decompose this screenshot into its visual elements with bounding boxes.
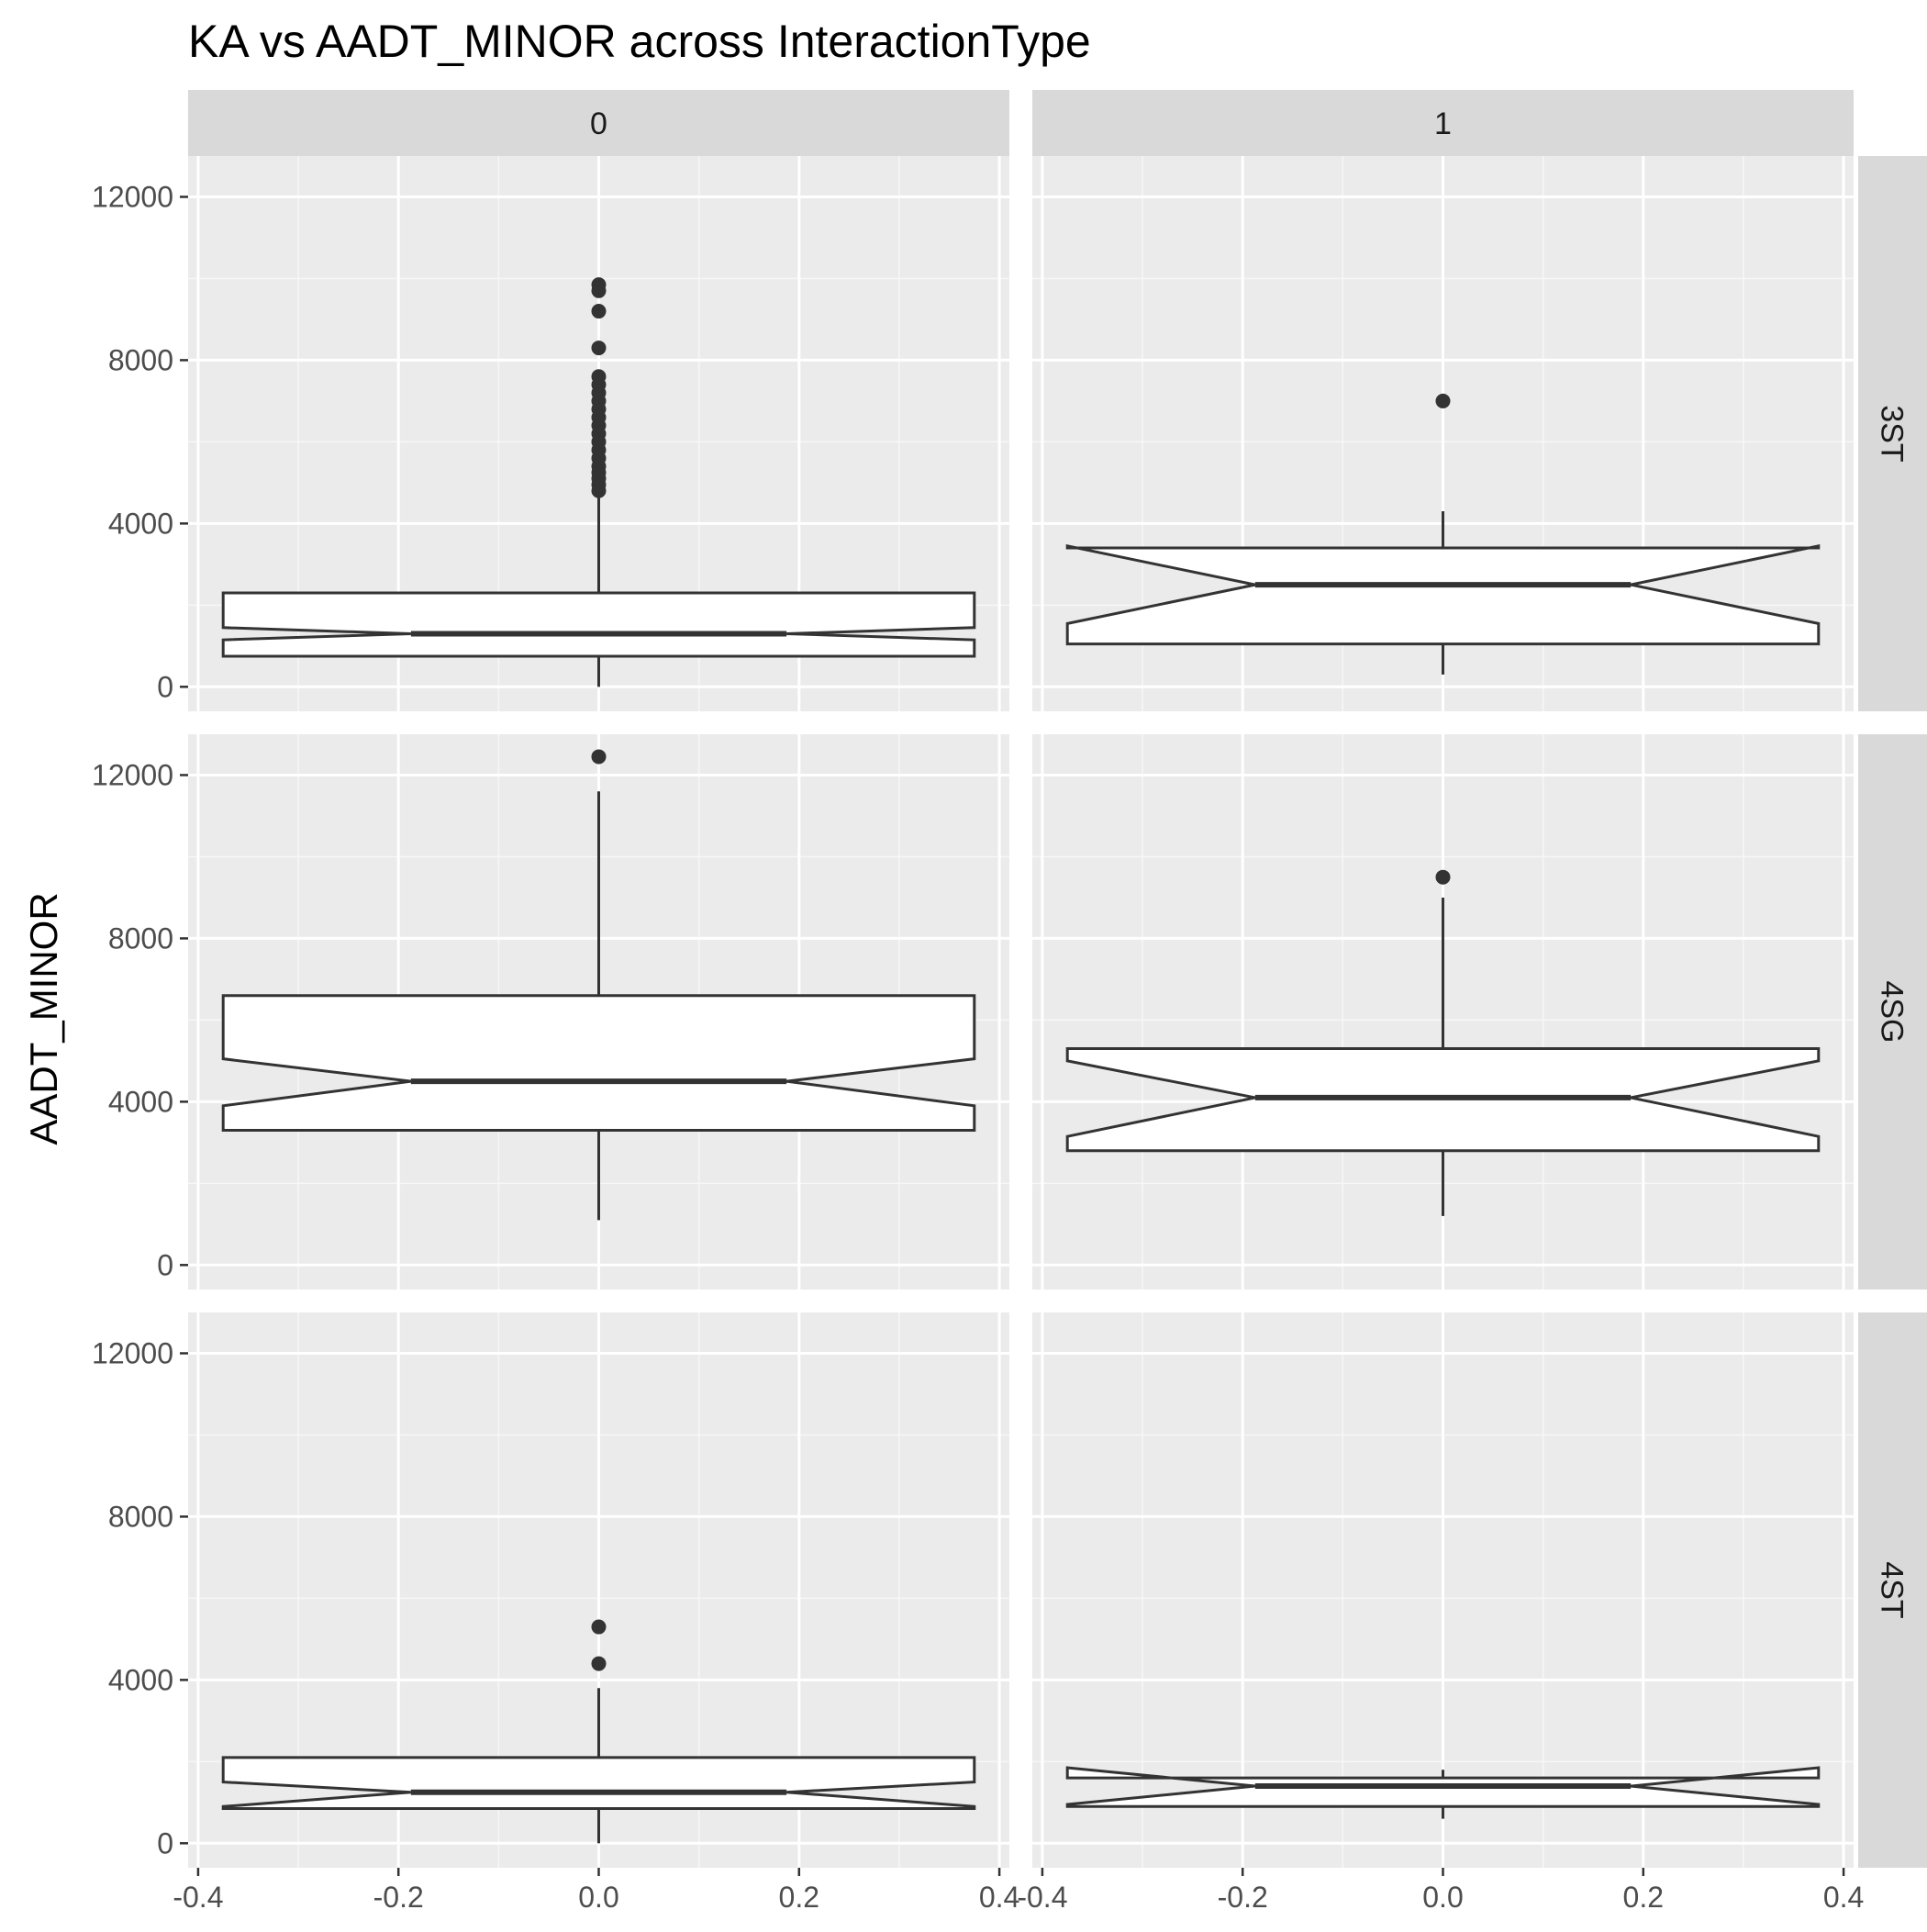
outlier-point [591, 1656, 607, 1671]
column-strip-label: 0 [590, 106, 607, 141]
x-tick-label: -0.4 [173, 1881, 223, 1914]
outlier-point [591, 749, 607, 765]
x-tick-label: 0.0 [1422, 1881, 1463, 1914]
boxplot-4SG-0 [221, 749, 976, 1221]
box-body [221, 1756, 976, 1810]
panel-4ST-1 [1032, 1312, 1854, 1868]
y-tick-label: 8000 [108, 343, 173, 376]
boxplot-4SG-1 [1065, 869, 1821, 1216]
y-tick-label: 8000 [108, 921, 173, 955]
x-tick-label: -0.4 [1017, 1881, 1067, 1914]
row-strip-label: 3ST [1875, 405, 1910, 462]
outlier-point [591, 304, 607, 319]
column-strip [188, 90, 1009, 156]
y-tick-label: 0 [157, 670, 173, 703]
x-tick-label: 0.0 [578, 1881, 618, 1914]
outlier-point [591, 369, 607, 385]
box-body [221, 591, 976, 658]
y-tick-label: 4000 [108, 1085, 173, 1118]
column-strip-label: 1 [1434, 106, 1452, 141]
outlier-point [1435, 393, 1451, 408]
boxplot-3ST-0 [221, 277, 976, 687]
outlier-point [591, 1619, 607, 1635]
y-tick-label: 4000 [108, 507, 173, 540]
row-strip [1858, 156, 1927, 711]
chart-title: KA vs AADT_MINOR across InteractionType [188, 16, 1091, 67]
y-tick-label: 8000 [108, 1500, 173, 1533]
x-tick-label: 0.2 [779, 1881, 819, 1914]
y-axis-label: AADT_MINOR [22, 892, 65, 1145]
column-strip [1032, 90, 1854, 156]
y-tick-label: 4000 [108, 1663, 173, 1696]
boxplot-3ST-1 [1065, 393, 1821, 675]
panels-layer: 0 1 3ST 4SG 4ST 0 4000 8000 12000 0 4000 8000 12000 0… [92, 90, 1927, 1914]
row-strip [1858, 734, 1927, 1290]
x-tick-label: 0.4 [979, 1881, 1019, 1914]
outlier-point [591, 277, 607, 293]
row-strip-label: 4SG [1875, 980, 1910, 1043]
y-tick-label: 0 [157, 1248, 173, 1281]
x-tick-label: 0.4 [1823, 1881, 1864, 1914]
y-tick-label: 12000 [92, 1336, 173, 1369]
y-tick-label: 0 [157, 1826, 173, 1859]
x-tick-label: -0.2 [373, 1881, 424, 1914]
outlier-point [1435, 869, 1451, 885]
boxplot-4ST-1 [1065, 1766, 1821, 1819]
y-tick-label: 12000 [92, 758, 173, 791]
outlier-point [591, 341, 607, 356]
y-tick-label: 12000 [92, 180, 173, 213]
row-strip-label: 4ST [1875, 1561, 1910, 1618]
row-strip [1858, 1312, 1927, 1868]
boxplot-4ST-0 [221, 1619, 976, 1844]
box-body [221, 994, 976, 1133]
x-tick-label: 0.2 [1623, 1881, 1664, 1914]
x-tick-label: -0.2 [1218, 1881, 1268, 1914]
box-body [1065, 543, 1821, 646]
